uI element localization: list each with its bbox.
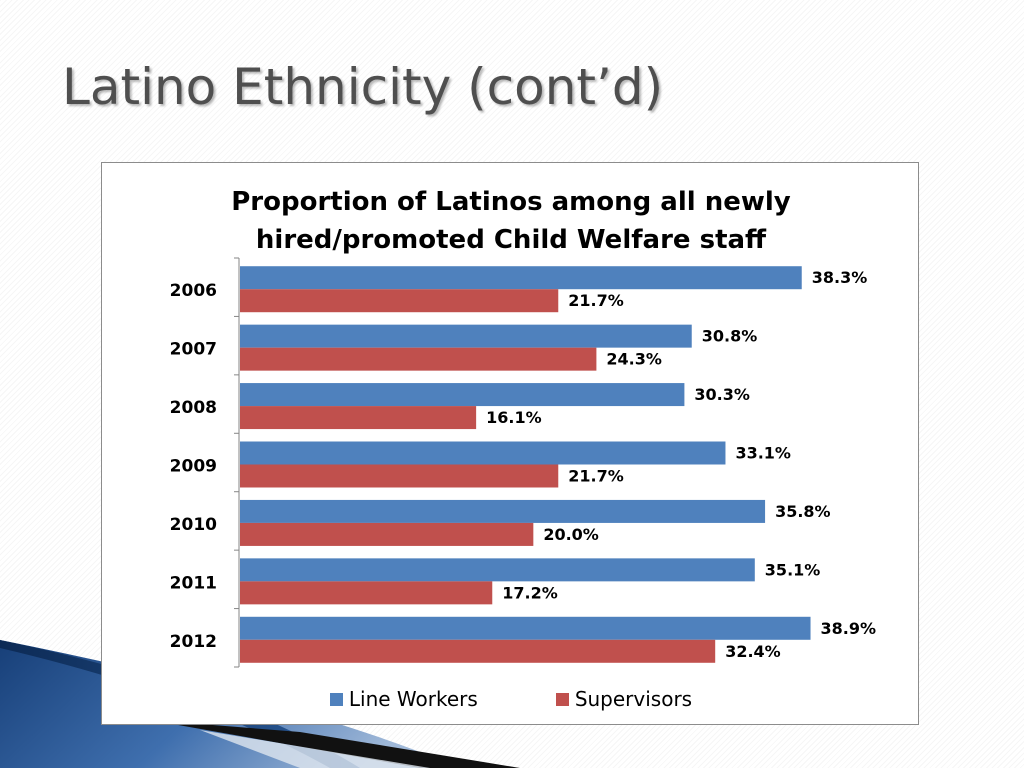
- bar-supervisors: [240, 639, 716, 663]
- y-tick-label: 2010: [170, 515, 217, 535]
- chart-legend: Line Workers Supervisors: [102, 687, 920, 711]
- chart-title: Proportion of Latinos among all newly hi…: [102, 183, 920, 259]
- data-label: 32.4%: [725, 642, 781, 661]
- bar-chart: 2006 38.3% 21.7% 2007 30.8% 24.3% 2008 30.3% 16.…: [170, 257, 877, 668]
- chart-title-line-1: Proportion of Latinos among all newly: [231, 187, 791, 217]
- bar-supervisors: [240, 406, 477, 430]
- data-label: 38.9%: [821, 619, 877, 638]
- data-label: 24.3%: [606, 350, 662, 369]
- data-label: 30.8%: [702, 327, 758, 346]
- legend-item-supervisors: Supervisors: [555, 687, 693, 711]
- bar-supervisors: [240, 581, 493, 605]
- bar-line-workers: [240, 383, 685, 407]
- legend-item-line-workers: Line Workers: [329, 687, 478, 711]
- data-label: 30.3%: [694, 385, 750, 404]
- bar-line-workers: [240, 266, 802, 290]
- y-tick-label: 2009: [170, 457, 217, 477]
- data-label: 35.8%: [775, 502, 831, 521]
- data-label: 21.7%: [568, 291, 624, 310]
- data-label: 35.1%: [765, 560, 821, 579]
- bar-line-workers: [240, 558, 755, 582]
- legend-label-supervisors: Supervisors: [574, 687, 693, 711]
- chart-container: 2006 38.3% 21.7% 2007 30.8% 24.3% 2008 30.3% 16.…: [101, 162, 919, 725]
- bar-line-workers: [240, 441, 726, 465]
- y-tick-label: 2011: [170, 573, 217, 593]
- legend-swatch-line-workers: [329, 692, 343, 706]
- y-tick-label: 2006: [170, 281, 217, 301]
- slide-title: Latino Ethnicity (cont’d): [62, 58, 664, 116]
- data-label: 38.3%: [812, 268, 868, 287]
- y-tick-label: 2007: [170, 340, 217, 360]
- data-label: 21.7%: [568, 467, 624, 486]
- bar-supervisors: [240, 464, 559, 488]
- data-label: 33.1%: [735, 444, 791, 463]
- bar-supervisors: [240, 289, 559, 313]
- bar-line-workers: [240, 499, 766, 523]
- data-label: 16.1%: [486, 408, 542, 427]
- legend-swatch-supervisors: [555, 692, 569, 706]
- y-tick-label: 2008: [170, 398, 217, 418]
- bar-supervisors: [240, 522, 534, 546]
- bar-line-workers: [240, 616, 811, 640]
- bar-supervisors: [240, 347, 597, 371]
- y-tick-label: 2012: [170, 632, 217, 652]
- legend-label-line-workers: Line Workers: [348, 687, 478, 711]
- chart-title-line-2: hired/promoted Child Welfare staff: [255, 225, 767, 255]
- bar-line-workers: [240, 324, 692, 348]
- data-label: 20.0%: [543, 525, 599, 544]
- data-label: 17.2%: [502, 583, 558, 602]
